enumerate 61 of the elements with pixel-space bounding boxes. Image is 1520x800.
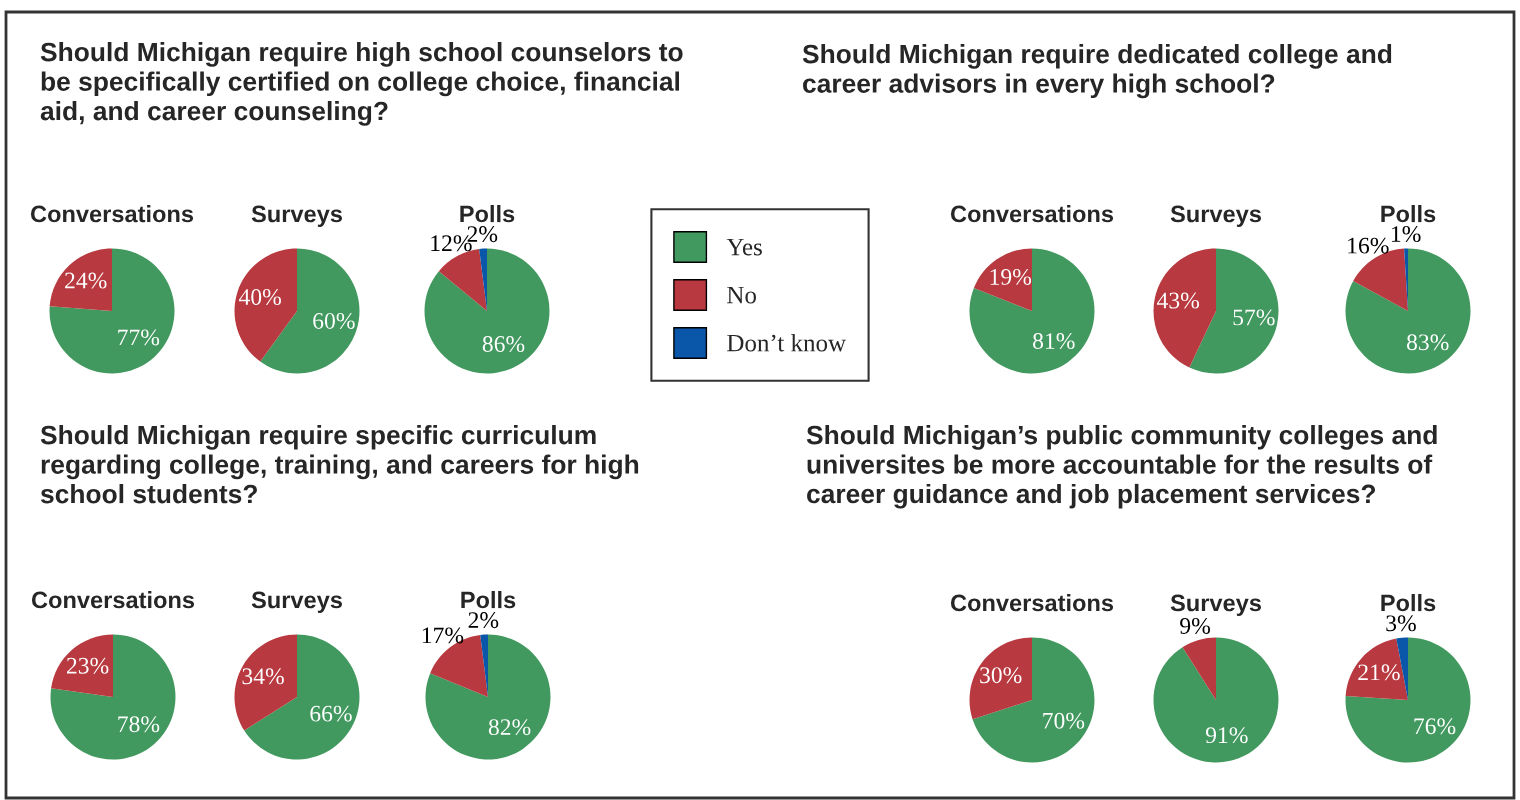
text: Should Michigan require high school counselors to be specifically certified on college choice, financial aid, and career counseling?	[40, 42, 683, 126]
data-label: 70%	[1043, 712, 1085, 729]
chart-title: Polls	[1381, 594, 1436, 612]
pie-slice	[234, 248, 297, 362]
text: Should Michigan require specific curriculum regarding college, training, and careers for high school students?	[40, 425, 639, 504]
data-label: 78%	[118, 716, 160, 733]
data-label: 83%	[1406, 334, 1449, 351]
data-label: 2%	[468, 612, 499, 629]
data-label: 60%	[313, 312, 355, 329]
data-label: 30%	[980, 667, 1022, 684]
chart-title: Conversations	[30, 205, 194, 223]
chart-title: Polls	[460, 205, 515, 223]
data-label: 34%	[242, 668, 284, 685]
data-label: 66%	[310, 705, 352, 722]
data-label: 43%	[1157, 292, 1200, 309]
data-label: 57%	[1233, 309, 1275, 326]
pie-slice	[1153, 637, 1279, 763]
pie-slice	[1153, 248, 1216, 368]
data-label: 17%	[422, 627, 464, 644]
chart-title: Surveys	[1170, 594, 1261, 617]
pie-slice	[50, 634, 176, 760]
pie-slice	[973, 248, 1032, 311]
data-label: 76%	[1414, 718, 1456, 735]
chart-title: Polls	[461, 591, 516, 609]
data-label: 16%	[1348, 237, 1389, 254]
chart-title: Polls	[1381, 205, 1436, 223]
pie-slice	[49, 248, 175, 374]
data-label: 86%	[482, 336, 525, 353]
data-label: 82%	[488, 719, 531, 736]
data-label: 19%	[990, 268, 1032, 285]
pie-slice	[1345, 637, 1471, 763]
data-label: 23%	[66, 657, 109, 674]
pie-slice	[244, 634, 360, 760]
data-label: 1%	[1391, 226, 1421, 243]
data-label: 81%	[1033, 333, 1075, 350]
data-label: 77%	[118, 329, 160, 346]
text: Should Michigan’s public community colleges and universites be more accountable for the results of career guidance and job placement services?	[806, 425, 1437, 509]
data-label: 91%	[1205, 727, 1248, 744]
chart-title: Conversations	[950, 205, 1114, 223]
pie-slice	[234, 634, 297, 731]
chart-title: Conversations	[950, 594, 1114, 612]
data-label: 3%	[1386, 615, 1416, 632]
legend-label: No	[727, 286, 757, 304]
pie-slice	[51, 634, 113, 697]
data-label: 21%	[1358, 664, 1400, 681]
legend-label: Don’t know	[727, 333, 846, 352]
chart-title: Conversations	[31, 591, 195, 609]
chart-title: Surveys	[251, 591, 342, 614]
chart-title: Surveys	[251, 205, 342, 228]
pie-slice	[969, 248, 1095, 374]
legend-label: Yes	[726, 238, 762, 256]
pie-slice	[972, 637, 1095, 763]
pie-slice	[1345, 638, 1408, 700]
text: Should Michigan require dedicated college and career advisors in every high school?	[802, 44, 1392, 99]
chart-title: Surveys	[1170, 205, 1261, 228]
pie-slice	[1182, 637, 1216, 700]
pie-slice	[49, 248, 112, 311]
data-label: 24%	[65, 272, 107, 289]
data-label: 9%	[1180, 617, 1211, 634]
pie-slice	[969, 637, 1032, 720]
data-label: 40%	[238, 289, 281, 306]
